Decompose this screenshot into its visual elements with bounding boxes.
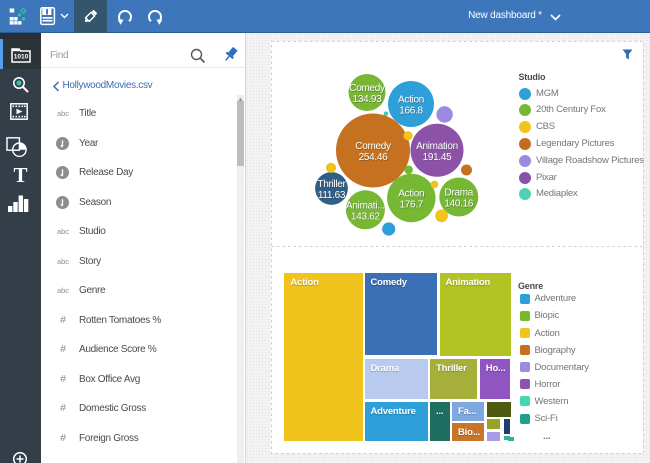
svg-text:Action: Action bbox=[398, 189, 424, 200]
svg-text:166.8: 166.8 bbox=[400, 106, 424, 117]
svg-text:Comedy: Comedy bbox=[356, 142, 392, 153]
svg-text:134.93: 134.93 bbox=[353, 94, 383, 105]
svg-text:Drama: Drama bbox=[445, 188, 474, 199]
svg-text:191.45: 191.45 bbox=[423, 153, 453, 164]
svg-text:143.62: 143.62 bbox=[352, 212, 382, 223]
svg-text:140.16: 140.16 bbox=[444, 199, 474, 210]
svg-text:Animati...: Animati... bbox=[347, 201, 386, 212]
svg-text:1010: 1010 bbox=[14, 54, 29, 61]
svg-text:Action: Action bbox=[399, 95, 425, 106]
svg-text:Action: Action bbox=[398, 95, 424, 106]
svg-text:Animation: Animation bbox=[417, 142, 459, 153]
svg-text:134.93: 134.93 bbox=[353, 95, 383, 106]
svg-text:176.7: 176.7 bbox=[400, 200, 424, 211]
svg-text:Animati...: Animati... bbox=[346, 200, 385, 211]
svg-text:191.45: 191.45 bbox=[423, 152, 453, 163]
svg-text:143.62: 143.62 bbox=[351, 211, 381, 222]
svg-text:254.46: 254.46 bbox=[359, 152, 389, 163]
svg-text:Comedy: Comedy bbox=[355, 141, 391, 152]
svg-text:Animation: Animation bbox=[416, 141, 458, 152]
svg-text:254.46: 254.46 bbox=[359, 153, 389, 164]
svg-text:Action: Action bbox=[399, 189, 425, 200]
svg-text:140.16: 140.16 bbox=[445, 199, 475, 210]
svg-text:111.63: 111.63 bbox=[318, 191, 346, 202]
svg-text:Thriller: Thriller bbox=[318, 180, 347, 191]
svg-text:176.7: 176.7 bbox=[400, 200, 424, 211]
svg-text:Thriller: Thriller bbox=[317, 179, 346, 190]
svg-text:Drama: Drama bbox=[445, 188, 474, 199]
svg-text:111.63: 111.63 bbox=[318, 190, 346, 201]
svg-text:Comedy: Comedy bbox=[349, 83, 385, 94]
svg-text:Comedy: Comedy bbox=[350, 84, 386, 95]
svg-text:166.8: 166.8 bbox=[399, 106, 423, 117]
